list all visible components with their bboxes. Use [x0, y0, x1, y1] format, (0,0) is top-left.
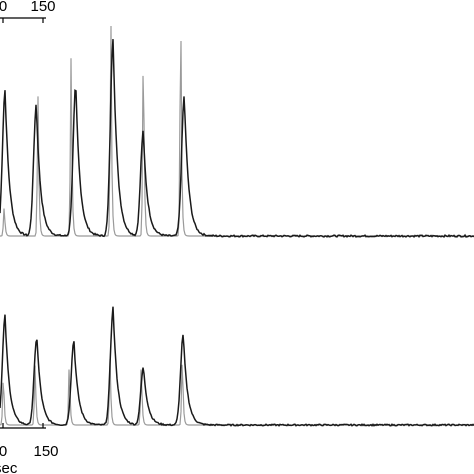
- bottom-series-black-trace: [0, 306, 474, 427]
- top-panel: 0 150: [0, 0, 474, 239]
- bottom-panel: 0 150 sec: [0, 306, 474, 474]
- top-tick-label-150: 150: [30, 0, 55, 15]
- bottom-tick-label-0: 0: [0, 443, 7, 460]
- bottom-axis-label: sec: [0, 460, 18, 474]
- top-scale-bar: 0 150: [0, 0, 56, 23]
- bottom-scale-bar: 0 150 sec: [0, 423, 59, 474]
- top-tick-label-0: 0: [0, 0, 7, 15]
- bottom-tick-label-150: 150: [33, 443, 58, 460]
- top-series-black-trace: [0, 39, 474, 239]
